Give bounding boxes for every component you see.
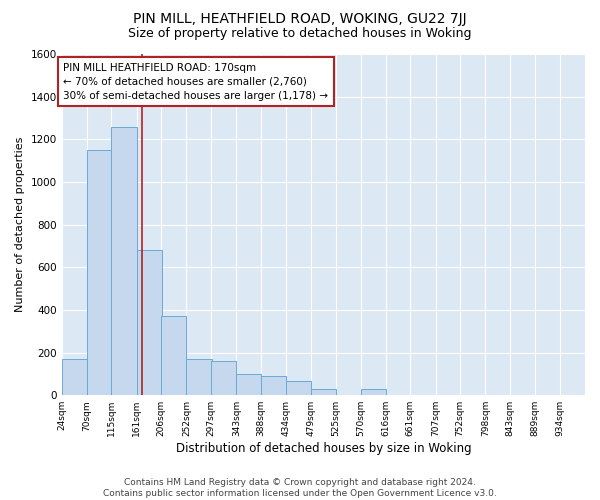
Bar <box>62 359 87 395</box>
X-axis label: Distribution of detached houses by size in Woking: Distribution of detached houses by size … <box>176 442 471 455</box>
Bar <box>137 250 162 395</box>
Y-axis label: Number of detached properties: Number of detached properties <box>15 137 25 312</box>
Bar <box>211 361 236 395</box>
Bar <box>311 389 336 395</box>
Text: Size of property relative to detached houses in Woking: Size of property relative to detached ho… <box>128 28 472 40</box>
Bar <box>261 376 286 395</box>
Bar <box>286 382 311 395</box>
Bar <box>361 389 386 395</box>
Text: Contains HM Land Registry data © Crown copyright and database right 2024.
Contai: Contains HM Land Registry data © Crown c… <box>103 478 497 498</box>
Bar <box>236 374 262 395</box>
Bar <box>87 150 112 395</box>
Bar <box>161 316 187 395</box>
Text: PIN MILL, HEATHFIELD ROAD, WOKING, GU22 7JJ: PIN MILL, HEATHFIELD ROAD, WOKING, GU22 … <box>133 12 467 26</box>
Bar <box>112 126 137 395</box>
Bar <box>187 359 212 395</box>
Text: PIN MILL HEATHFIELD ROAD: 170sqm
← 70% of detached houses are smaller (2,760)
30: PIN MILL HEATHFIELD ROAD: 170sqm ← 70% o… <box>64 62 328 100</box>
